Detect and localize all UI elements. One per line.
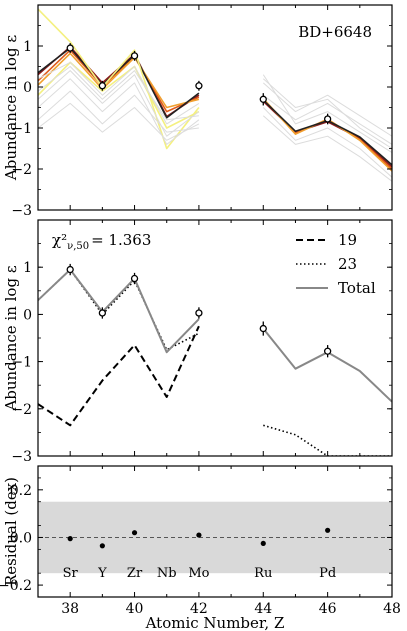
observed-point-1 bbox=[98, 82, 107, 90]
element-label-zr: Zr bbox=[127, 566, 143, 581]
series-line-3 bbox=[38, 47, 392, 166]
observed-point-5 bbox=[323, 115, 332, 123]
series-line-10 bbox=[38, 102, 392, 182]
y-tick-label: −1 bbox=[11, 121, 32, 137]
observed-point-2 bbox=[130, 52, 139, 60]
y-tick-label: −2 bbox=[11, 402, 32, 418]
series-line-0 bbox=[38, 46, 392, 168]
observed-point-1 bbox=[98, 309, 107, 317]
residual-point-1 bbox=[99, 543, 105, 549]
series-line-9 bbox=[38, 61, 392, 178]
observed-point-4 bbox=[259, 324, 267, 333]
y-tick-label: 0.0 bbox=[10, 530, 32, 546]
plot-area bbox=[38, 501, 392, 574]
star-label: BD+6648 bbox=[298, 23, 372, 41]
observed-point-2 bbox=[130, 274, 139, 283]
chi-symbol: χ² bbox=[52, 231, 67, 249]
series-line-4 bbox=[38, 8, 200, 150]
series-line-8 bbox=[38, 74, 392, 154]
y-tick-label: 0.2 bbox=[10, 483, 32, 499]
y-tick-label: 1 bbox=[23, 260, 32, 276]
x-tick-label: 40 bbox=[126, 601, 144, 617]
y-tick-label: −2 bbox=[11, 162, 32, 178]
legend-label-2: Total bbox=[338, 279, 376, 297]
series-line-5 bbox=[38, 61, 200, 129]
y-tick-label: −3 bbox=[11, 203, 32, 219]
legend-label-1: 23 bbox=[338, 255, 357, 273]
element-label-sr: Sr bbox=[63, 566, 79, 581]
element-label-nb: Nb bbox=[157, 566, 177, 581]
series-line-0 bbox=[38, 325, 200, 427]
x-tick-label: 38 bbox=[61, 601, 79, 617]
observed-point-3 bbox=[195, 82, 203, 90]
element-label-pd: Pd bbox=[319, 566, 336, 581]
x-tick-label: 44 bbox=[254, 601, 272, 617]
y-tick-label: 0 bbox=[23, 80, 32, 96]
y-axis-label: Abundance in log ε bbox=[2, 35, 20, 181]
residual-point-5 bbox=[325, 527, 331, 533]
y-tick-label: 1 bbox=[23, 39, 32, 55]
residual-point-2 bbox=[131, 530, 138, 536]
y-tick-label: 0 bbox=[23, 307, 32, 323]
element-label-ru: Ru bbox=[254, 566, 272, 581]
x-tick-label: 42 bbox=[190, 601, 208, 617]
series-line-11 bbox=[38, 66, 392, 149]
residual-point-3 bbox=[196, 532, 202, 538]
chi-value: = 1.363 bbox=[91, 231, 151, 249]
plot-frame bbox=[37, 465, 393, 598]
series-line-7 bbox=[38, 78, 392, 145]
chi-subscript: ν,50 bbox=[67, 241, 89, 252]
element-label-mo: Mo bbox=[188, 566, 209, 581]
legend-label-0: 19 bbox=[338, 231, 357, 249]
series-line-6 bbox=[38, 70, 392, 145]
x-tick-label: 46 bbox=[319, 601, 337, 617]
chi-square-label: χ²ν,50 = 1.363 bbox=[52, 231, 151, 252]
x-axis-label: Atomic Number, Z bbox=[145, 614, 285, 631]
y-tick-label: −1 bbox=[11, 355, 32, 371]
y-axis-label: Abundance in log ε bbox=[2, 265, 20, 411]
observed-point-5 bbox=[323, 347, 332, 355]
residual-point-4 bbox=[260, 540, 266, 547]
observed-point-4 bbox=[259, 95, 267, 103]
observed-point-3 bbox=[195, 309, 203, 317]
plot-area bbox=[38, 268, 392, 456]
x-tick-label: 48 bbox=[383, 601, 401, 617]
y-axis-label: Residual (dex) bbox=[2, 477, 20, 586]
y-tick-label: −0.2 bbox=[0, 578, 32, 594]
observed-point-0 bbox=[66, 265, 74, 274]
residual-point-0 bbox=[67, 536, 73, 542]
y-tick-label: −3 bbox=[11, 449, 32, 465]
element-label-y: Y bbox=[97, 566, 107, 581]
observed-point-0 bbox=[66, 44, 74, 52]
